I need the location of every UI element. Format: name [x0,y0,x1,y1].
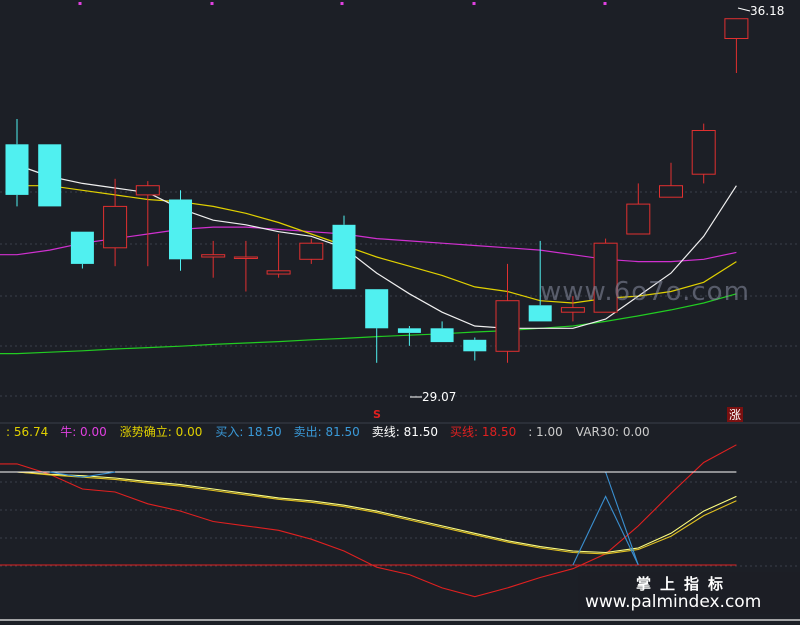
top-dot-marker [78,2,82,5]
candle-body-up [626,203,651,235]
candle-body-down [70,231,94,264]
candle-body-down [169,199,192,260]
legend-entry: 涨势确立: 0.00 [120,424,203,439]
candle [38,144,62,207]
candle-body-up [266,270,291,275]
sell-signal-marker: S [373,408,381,421]
top-dot-marker [210,2,214,5]
candle-body-up [724,18,749,39]
watermark-bg [578,572,800,614]
candle [430,321,454,343]
indicator-series-line [0,471,737,554]
candle-body-up [593,242,618,313]
indicator-series-line [0,444,737,598]
candle-body-down [397,328,421,333]
top-dot-markers [78,2,607,5]
buy-spike-line [572,495,639,566]
top-dot-marker [603,2,607,5]
legend-entry: : 1.00 [528,425,563,439]
legend-entry: 牛: 0.00 [60,424,107,439]
candle [626,183,651,235]
candle-body-down [463,339,487,352]
candle-body-up [135,185,160,196]
legend-entry: 买线: 18.50 [450,425,516,439]
candle [724,18,749,73]
candle-body-down [528,305,552,322]
candle [397,326,421,346]
indicator-legend: : 56.74 牛: 0.00 涨势确立: 0.00 买入: 18.50 卖出: 81.… [6,424,650,439]
candle-body-down [430,328,454,343]
candle [528,240,552,322]
indicator-lines [0,444,737,598]
candle [169,190,192,271]
top-dot-marker [340,2,344,5]
price-annotations: 36.18 29.07 S 涨 [373,4,784,422]
candle-body-up [201,254,226,258]
candle-body-up [495,300,520,352]
candle [299,238,324,264]
indicator-series-line [0,471,737,555]
legend-entry: 买入: 18.50 [215,425,281,439]
watermark-site-top: www.6o7o.com [540,277,750,307]
candle-body-up [659,185,683,198]
candle [593,238,618,313]
watermark-cn: 掌上指标 [636,575,732,593]
legend-entry: VAR30: 0.00 [576,425,650,439]
rise-signal-marker: 涨 [729,407,741,422]
candle-body-down [5,144,29,195]
candle [5,119,29,207]
high-price-label: 36.18 [750,4,784,18]
candle [201,240,226,278]
candle [659,162,683,198]
candlestick-series [5,18,749,363]
candle [103,178,128,267]
candle-body-down [38,144,62,207]
candle-body-up [299,242,324,260]
candle-body-up [560,307,585,313]
legend-entry: : 56.74 [6,425,48,439]
candle [365,289,389,363]
candle [495,263,520,363]
top-dot-marker [472,2,476,5]
candle [70,231,94,269]
buy-dip-line [49,471,116,478]
candle-body-up [233,256,258,259]
low-price-label: 29.07 [422,390,456,404]
candle [332,215,356,290]
candle [233,240,258,292]
candle [560,296,585,322]
ma-green-line [0,293,737,355]
candle-body-down [332,224,356,290]
candle [463,337,487,361]
candle-body-down [365,289,389,329]
candle [266,234,291,278]
rise-marker-box [727,407,743,422]
candle-body-up [103,205,128,249]
candle [135,181,160,267]
candle-body-up [691,130,716,175]
legend-entry: 卖出: 81.50 [294,425,360,439]
candle [691,123,716,184]
watermark-site-bottom: www.palmindex.com [585,592,761,612]
high-label-pointer [737,7,751,12]
legend-entry: 卖线: 81.50 [372,425,438,439]
